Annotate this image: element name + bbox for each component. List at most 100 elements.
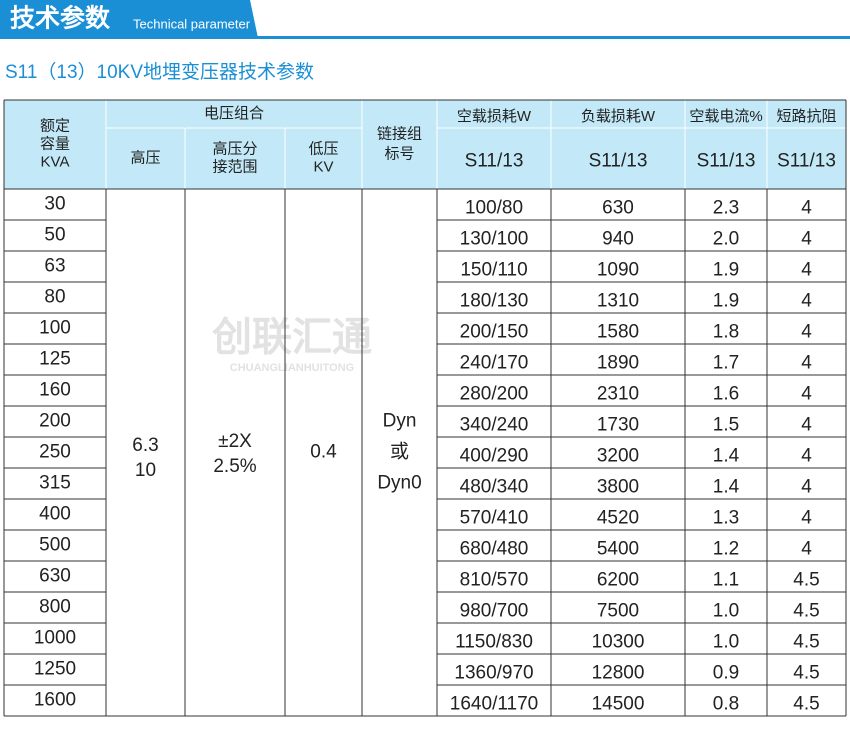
cell: 4 (801, 446, 812, 467)
cell: 800 (39, 597, 71, 618)
cell: 7500 (597, 601, 639, 622)
watermark: 创联汇通 (212, 316, 372, 360)
cell: 30 (44, 194, 65, 215)
head-voltage-group: 电压组合 (204, 105, 264, 122)
head-low-voltage: 低压 (308, 140, 338, 157)
cell: 4.5 (793, 601, 819, 622)
cell: 1640/1170 (450, 694, 538, 715)
cell: 1.2 (713, 539, 739, 560)
head-high-voltage: 高压 (130, 149, 160, 166)
head-model: S11/13 (697, 151, 756, 172)
cell: 1.8 (713, 322, 739, 343)
cell: 1580 (597, 322, 639, 343)
head-capacity: KVA (41, 153, 70, 170)
cell: 1730 (597, 415, 639, 436)
cell: 1.0 (713, 632, 739, 653)
head-model: S11/13 (777, 151, 836, 172)
cell: 1150/830 (455, 632, 533, 653)
cell: 4.5 (793, 663, 819, 684)
table-title: S11（13）10KV地埋变压器技术参数 (5, 61, 314, 83)
cell: 63 (44, 256, 65, 277)
cell: 4 (801, 539, 812, 560)
cell: 340/240 (460, 415, 529, 436)
cell: 630 (602, 198, 634, 219)
cell: 4.5 (793, 632, 819, 653)
cell: 4 (801, 291, 812, 312)
cell: 4 (801, 353, 812, 374)
head-tap-range: 接范围 (212, 158, 257, 175)
head-tap-range: 高压分 (212, 140, 257, 157)
merged-high-voltage: 10 (135, 460, 156, 481)
cell: 3800 (597, 477, 639, 498)
cell: 125 (39, 349, 71, 370)
cell: 1250 (34, 659, 76, 680)
cell: 150/110 (460, 260, 527, 281)
cell: 1890 (597, 353, 639, 374)
cell: 1600 (34, 690, 76, 711)
cell: 240/170 (460, 353, 529, 374)
cell: 5400 (597, 539, 639, 560)
cell: 810/570 (460, 570, 529, 591)
cell: 4 (801, 477, 812, 498)
head-model: S11/13 (465, 151, 524, 172)
cell: 4.5 (793, 694, 819, 715)
header-line (0, 36, 850, 39)
cell: 4 (801, 508, 812, 529)
cell: 130/100 (460, 229, 529, 250)
cell: 10300 (592, 632, 645, 653)
cell: 250 (39, 442, 71, 463)
cell: 6200 (597, 570, 639, 591)
cell: 1360/970 (454, 663, 533, 684)
cell: 1.3 (713, 508, 739, 529)
cell: 680/480 (460, 539, 529, 560)
head-impedance: 短路抗阻 (776, 108, 836, 125)
cell: 200/150 (460, 322, 529, 343)
cell: 160 (39, 380, 71, 401)
cell: 400/290 (460, 446, 529, 467)
cell: 2.3 (713, 198, 739, 219)
cell: 1.9 (713, 291, 739, 312)
cell: 12800 (592, 663, 645, 684)
watermark-sub: CHUANGLIANHUITONG (230, 362, 354, 374)
merged-tap-range: 2.5% (213, 456, 256, 477)
cell: 4 (801, 229, 812, 250)
cell: 4 (801, 415, 812, 436)
cell: 1.4 (713, 477, 740, 498)
cell: 4 (801, 198, 812, 219)
cell: 1.9 (713, 260, 739, 281)
merged-connection: 或 (390, 441, 409, 463)
cell: 400 (39, 504, 71, 525)
merged-connection: Dyn (383, 411, 417, 432)
merged-high-voltage: 6.3 (132, 435, 158, 456)
cell: 4520 (597, 508, 639, 529)
cell: 14500 (592, 694, 645, 715)
merged-tap-range: ±2X (218, 431, 252, 452)
header-banner (0, 0, 258, 38)
cell: 2310 (597, 384, 639, 405)
cell: 630 (39, 566, 71, 587)
cell: 570/410 (460, 508, 529, 529)
head-load-loss: 负载损耗W (581, 108, 656, 125)
head-capacity: 容量 (40, 135, 70, 152)
cell: 4 (801, 322, 812, 343)
cell: 280/200 (460, 384, 529, 405)
cell: 1.0 (713, 601, 739, 622)
cell: 4 (801, 260, 812, 281)
cell: 500 (39, 535, 71, 556)
cell: 1.5 (713, 415, 739, 436)
table-head-bg (4, 100, 846, 189)
merged-connection: Dyn0 (377, 473, 421, 494)
head-no-load-current: 空载电流% (689, 108, 762, 125)
cell: 1.1 (713, 570, 739, 591)
head-low-voltage: KV (313, 158, 333, 175)
head-connection: 链接组 (377, 125, 422, 142)
header-title: 技术参数 (10, 4, 111, 33)
cell: 2.0 (713, 229, 739, 250)
merged-low-voltage: 0.4 (310, 442, 337, 463)
cell: 0.9 (713, 663, 739, 684)
head-model: S11/13 (589, 151, 648, 172)
cell: 50 (44, 225, 65, 246)
cell: 1.6 (713, 384, 739, 405)
head-connection: 标号 (384, 145, 414, 162)
